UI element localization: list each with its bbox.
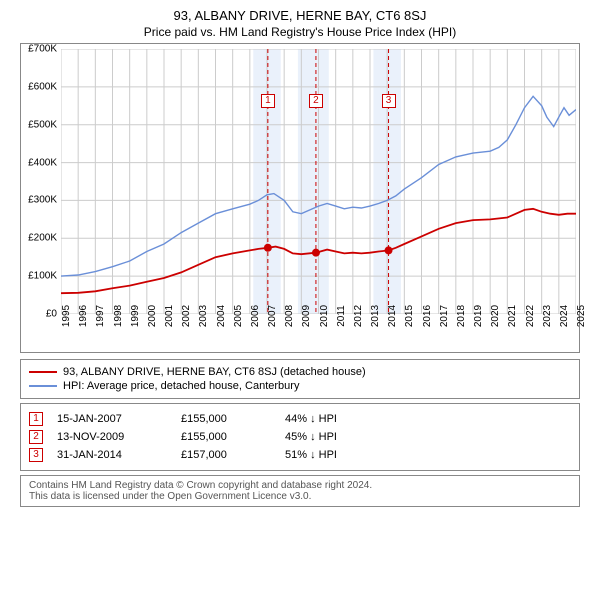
transaction-date: 31-JAN-2014 [57, 449, 167, 461]
transaction-hpi: 44% ↓ HPI [285, 413, 571, 425]
transaction-date: 15-JAN-2007 [57, 413, 167, 425]
transaction-price: £157,000 [181, 449, 271, 461]
transaction-hpi: 45% ↓ HPI [285, 431, 571, 443]
chart-container: £0 £100K £200K £300K £400K £500K £600K £700K 19… [20, 43, 580, 353]
chart-title-block: 93, ALBANY DRIVE, HERNE BAY, CT6 8SJ Pri… [8, 8, 592, 39]
transactions-table: 1 15-JAN-2007 £155,000 44% ↓ HPI 2 13-NOV-200… [20, 403, 580, 471]
x-axis: 1995199619971998199920002001200220032004… [61, 314, 574, 352]
y-tick-label: £100K [28, 271, 57, 282]
transaction-row: 2 13-NOV-2009 £155,000 45% ↓ HPI [29, 430, 571, 444]
transaction-marker: 2 [29, 430, 43, 444]
y-tick-label: £500K [28, 119, 57, 130]
y-tick-label: £400K [28, 157, 57, 168]
transaction-date: 13-NOV-2009 [57, 431, 167, 443]
transaction-price: £155,000 [181, 431, 271, 443]
y-tick-label: £600K [28, 81, 57, 92]
y-tick-label: £0 [46, 309, 57, 320]
footer-line-1: Contains HM Land Registry data © Crown c… [29, 480, 571, 491]
chart-svg [61, 49, 576, 314]
transaction-row: 1 15-JAN-2007 £155,000 44% ↓ HPI [29, 412, 571, 426]
y-axis: £0£100K£200K£300K£400K£500K£600K£700K [21, 49, 59, 312]
chart-marker-3: 3 [382, 94, 396, 108]
y-tick-label: £200K [28, 233, 57, 244]
x-tick-label: 2025 [576, 305, 600, 327]
transaction-hpi: 51% ↓ HPI [285, 449, 571, 461]
plot-area [61, 49, 574, 312]
legend: 93, ALBANY DRIVE, HERNE BAY, CT6 8SJ (de… [20, 359, 580, 399]
transaction-row: 3 31-JAN-2014 £157,000 51% ↓ HPI [29, 448, 571, 462]
transaction-marker: 1 [29, 412, 43, 426]
legend-item: 93, ALBANY DRIVE, HERNE BAY, CT6 8SJ (de… [29, 366, 571, 378]
y-tick-label: £700K [28, 44, 57, 55]
legend-label: HPI: Average price, detached house, Cant… [63, 380, 299, 392]
footer-attribution: Contains HM Land Registry data © Crown c… [20, 475, 580, 507]
transaction-price: £155,000 [181, 413, 271, 425]
legend-label: 93, ALBANY DRIVE, HERNE BAY, CT6 8SJ (de… [63, 366, 366, 378]
title-line-1: 93, ALBANY DRIVE, HERNE BAY, CT6 8SJ [8, 8, 592, 23]
y-tick-label: £300K [28, 195, 57, 206]
transaction-marker: 3 [29, 448, 43, 462]
chart-marker-1: 1 [261, 94, 275, 108]
legend-swatch [29, 371, 57, 373]
chart-marker-2: 2 [309, 94, 323, 108]
legend-swatch [29, 385, 57, 387]
footer-line-2: This data is licensed under the Open Gov… [29, 491, 571, 502]
title-line-2: Price paid vs. HM Land Registry's House … [8, 25, 592, 39]
legend-item: HPI: Average price, detached house, Cant… [29, 380, 571, 392]
